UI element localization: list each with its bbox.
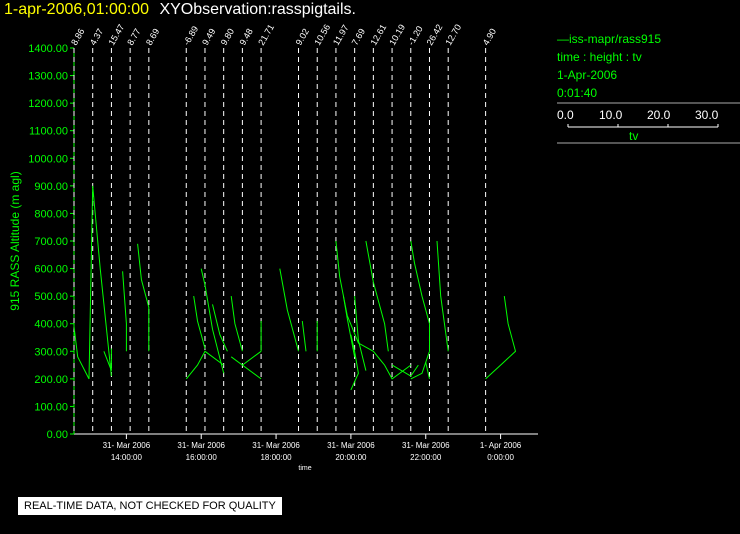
profile-value-label: 9.02 — [294, 27, 311, 47]
x-axis-title: time — [298, 465, 311, 472]
profile-value-label: 11.97 — [331, 23, 351, 47]
x-tick-date: 31- Mar 2006 — [103, 441, 151, 450]
profile-line — [212, 304, 228, 352]
profile-value-label: 8.69 — [144, 27, 161, 47]
y-axis-title: 915 RASS Altitude (m agl) — [8, 171, 22, 310]
scale-tick-1: 10.0 — [599, 108, 623, 122]
profile-value-label: 12.61 — [368, 22, 388, 47]
x-tick-time: 16:00:00 — [186, 453, 218, 462]
y-tick-label: 1000.00 — [28, 153, 68, 165]
profile-value-label: 10.19 — [387, 22, 407, 47]
x-tick-time: 18:00:00 — [260, 453, 292, 462]
y-tick-label: 0.00 — [47, 429, 68, 441]
x-tick-date: 1- Apr 2006 — [480, 441, 522, 450]
profile-value-label: 4.37 — [88, 27, 105, 47]
y-tick-label: 1100.00 — [29, 126, 68, 138]
profile-line — [230, 356, 262, 380]
x-tick-time: 20:00:00 — [335, 453, 367, 462]
y-tick-label: 400.00 — [34, 319, 68, 331]
profile-line — [103, 348, 112, 371]
scale-tick-3: 30.0 — [695, 108, 719, 122]
y-tick-label: 1200.00 — [28, 98, 68, 110]
profile-value-label: 15.47 — [106, 22, 126, 47]
scale-tick-0: 0.0 — [557, 108, 574, 122]
y-tick-label: 500.00 — [34, 291, 68, 303]
x-tick-time: 22:00:00 — [410, 453, 442, 462]
y-tick-label: 100.00 — [34, 401, 68, 413]
quality-notice: REAL-TIME DATA, NOT CHECKED FOR QUALITY — [18, 497, 282, 515]
profile-line — [485, 296, 517, 380]
profile-line — [354, 296, 367, 371]
scale-tick-2: 20.0 — [647, 108, 671, 122]
y-tick-label: 700.00 — [34, 236, 68, 248]
legend-vars: time : height : tv — [557, 50, 642, 64]
legend-series: —iss-mapr/rass915 — [557, 32, 662, 46]
profile-line — [242, 350, 262, 366]
x-tick-date: 31- Mar 2006 — [177, 441, 225, 450]
profile-value-label: 8.77 — [125, 27, 142, 47]
x-tick-date: 31- Mar 2006 — [402, 441, 450, 450]
profile-line — [193, 296, 206, 349]
profile-value-label: 12.70 — [443, 22, 463, 47]
legend-panel: —iss-mapr/rass915 time : height : tv 1-A… — [557, 30, 740, 162]
y-tick-label: 600.00 — [34, 264, 68, 276]
profile-value-label: 26.42 — [425, 22, 445, 47]
profile-value-label: 9.80 — [219, 27, 236, 47]
profile-value-label: 4.90 — [481, 27, 498, 47]
data-group — [73, 185, 517, 391]
y-tick-label: 900.00 — [34, 181, 68, 193]
profile-value-label: 8.86 — [69, 27, 86, 47]
x-tick-date: 31- Mar 2006 — [252, 441, 300, 450]
profile-line — [137, 243, 150, 352]
profile-value-label: 9.48 — [237, 27, 254, 47]
profile-line — [425, 362, 430, 380]
x-tick-time: 0:00:00 — [487, 453, 514, 462]
profile-line — [410, 351, 430, 380]
legend-scale: 0.0 10.0 20.0 30.0 tv — [557, 102, 740, 144]
profile-line — [410, 240, 430, 352]
profile-value-label: 10.56 — [312, 22, 332, 47]
y-tick-label: 200.00 — [34, 374, 68, 386]
time-lines-group — [73, 48, 487, 434]
title-observation: XYObservation:rasspigtails. — [159, 1, 356, 18]
profile-line — [342, 296, 356, 357]
x-tick-date: 31- Mar 2006 — [327, 441, 375, 450]
chart-title: 1-apr-2006,01:00:00 XYObservation:rasspi… — [4, 1, 356, 19]
profile-line — [122, 271, 127, 352]
profile-line — [185, 350, 224, 380]
profile-value-label: -6.89 — [181, 24, 200, 47]
y-tick-label: 1300.00 — [28, 71, 68, 83]
axes-group — [70, 47, 538, 439]
profile-value-label: -1.20 — [406, 24, 425, 47]
profile-line — [73, 185, 112, 380]
title-date: 1-apr-2006,01:00:00 — [4, 1, 149, 18]
profile-line — [350, 334, 359, 391]
profile-line — [200, 268, 225, 374]
y-tick-label: 300.00 — [34, 346, 68, 358]
scale-label: tv — [629, 129, 638, 143]
profile-line — [301, 320, 307, 352]
profile-line — [365, 240, 389, 352]
profile-line — [436, 240, 449, 352]
legend-date: 1-Apr-2006 — [557, 68, 618, 82]
legend-time: 0:01:40 — [557, 86, 598, 100]
profile-value-label: 7.69 — [350, 27, 367, 47]
profile-value-label: 21.71 — [256, 22, 276, 47]
profile-line — [391, 364, 419, 377]
profile-value-label: 9.49 — [200, 27, 217, 47]
profile-line — [279, 268, 299, 352]
x-tick-time: 14:00:00 — [111, 453, 143, 462]
labels-group: 0.00 100.00 200.00 300.00 400.00 500.00 600.00… — [8, 22, 522, 472]
y-tick-label: 800.00 — [34, 208, 68, 220]
y-tick-label: 1400.00 — [28, 43, 68, 55]
profile-line — [230, 296, 243, 352]
profile-line — [373, 350, 412, 380]
